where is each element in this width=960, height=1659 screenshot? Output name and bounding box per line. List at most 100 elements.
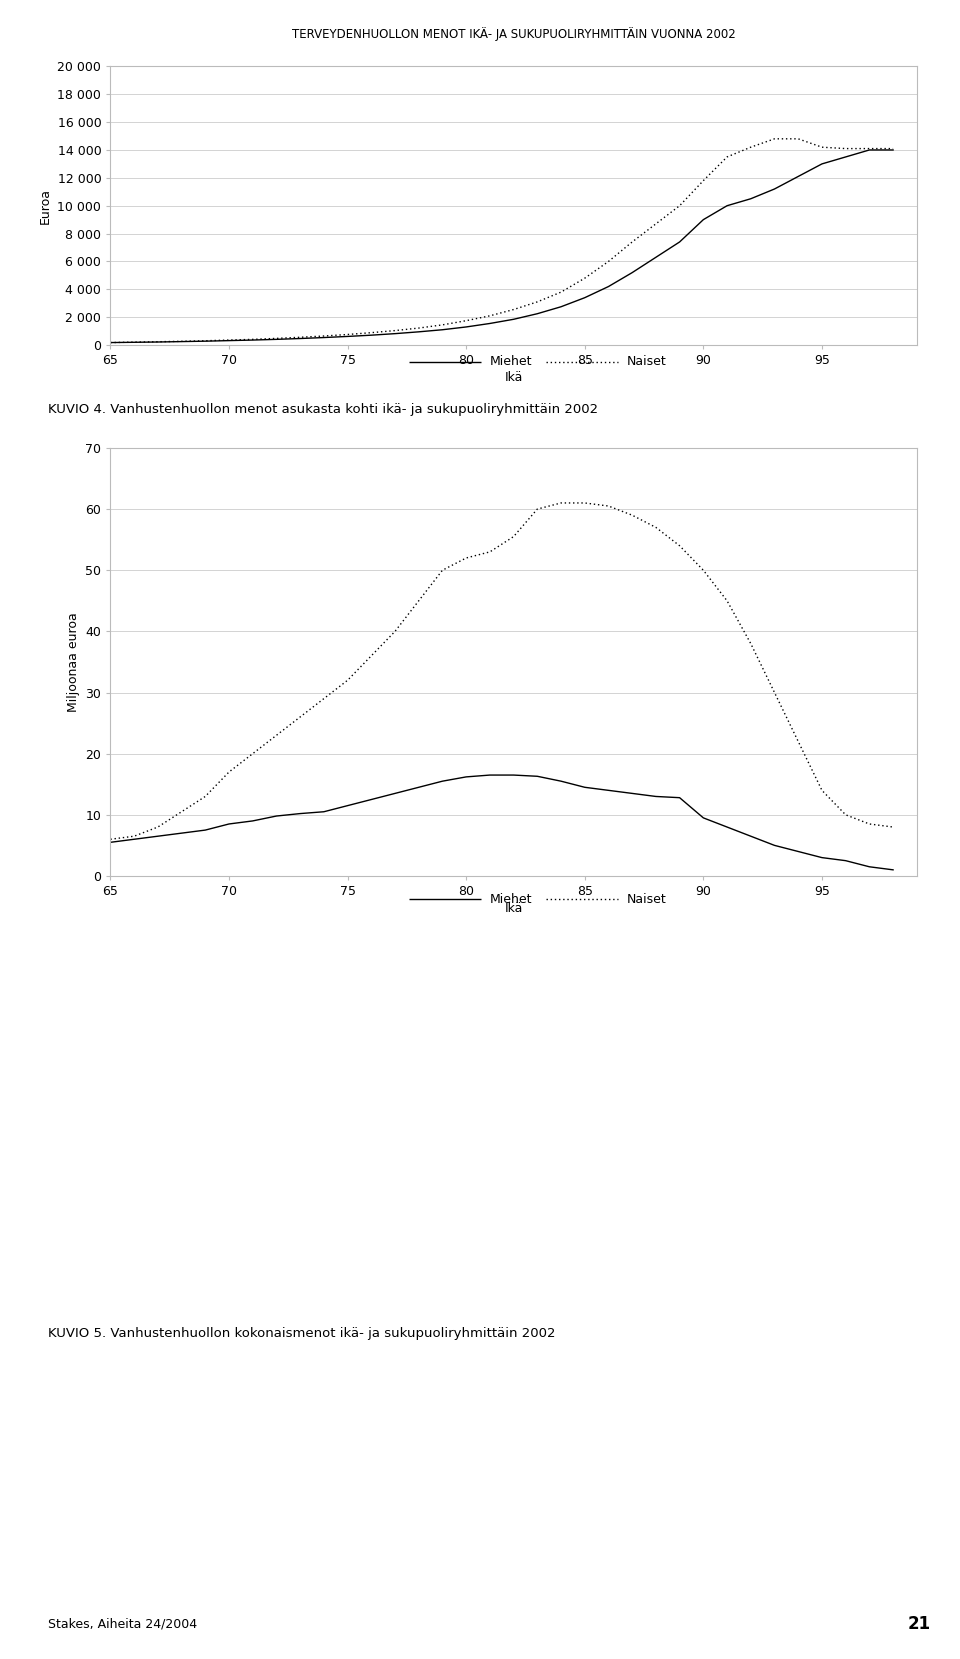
Text: KUVIO 4. Vanhustenhuollon menot asukasta kohti ikä- ja sukupuoliryhmittäin 2002: KUVIO 4. Vanhustenhuollon menot asukasta…	[48, 403, 598, 416]
Miehet	[389, 783, 400, 803]
Naiset	[461, 310, 472, 330]
Naiset	[318, 327, 329, 347]
Naiset	[721, 148, 732, 168]
Naiset	[840, 139, 852, 159]
Naiset	[437, 561, 448, 581]
Miehet	[389, 324, 400, 343]
Miehet	[603, 277, 614, 297]
Miehet	[342, 327, 353, 347]
Miehet	[508, 309, 519, 328]
Miehet	[484, 765, 495, 785]
Naiset	[698, 561, 709, 581]
Text: Stakes, Aiheita 24/2004: Stakes, Aiheita 24/2004	[48, 1618, 197, 1631]
Miehet	[745, 189, 756, 209]
Naiset	[792, 732, 804, 752]
Miehet	[769, 836, 780, 856]
Miehet	[745, 826, 756, 846]
Line: Naiset: Naiset	[110, 139, 893, 342]
Naiset	[840, 805, 852, 825]
Naiset	[247, 330, 258, 350]
Miehet	[769, 179, 780, 199]
Text: Naiset: Naiset	[627, 893, 666, 906]
Naiset	[508, 526, 519, 546]
Naiset	[176, 801, 187, 821]
Miehet	[224, 815, 235, 834]
Naiset	[532, 292, 543, 312]
Naiset	[366, 645, 377, 665]
Miehet	[461, 317, 472, 337]
Naiset	[532, 499, 543, 519]
Miehet	[627, 262, 638, 282]
Naiset	[200, 330, 211, 350]
Naiset	[389, 320, 400, 340]
Naiset	[650, 214, 661, 234]
Miehet	[698, 808, 709, 828]
Naiset	[271, 725, 282, 745]
Miehet	[816, 154, 828, 174]
Miehet	[271, 806, 282, 826]
Naiset	[674, 536, 685, 556]
Naiset	[555, 493, 566, 513]
Miehet	[271, 330, 282, 350]
Miehet	[532, 766, 543, 786]
Miehet	[461, 766, 472, 786]
Miehet	[152, 826, 163, 846]
Naiset	[674, 196, 685, 216]
Naiset	[461, 547, 472, 567]
Miehet	[318, 801, 329, 821]
Naiset	[698, 171, 709, 191]
Miehet	[295, 803, 306, 823]
Miehet	[555, 297, 566, 317]
Naiset	[792, 129, 804, 149]
Naiset	[555, 282, 566, 302]
Y-axis label: Euroa: Euroa	[39, 187, 52, 224]
Naiset	[769, 129, 780, 149]
Text: Miehet: Miehet	[490, 355, 532, 368]
Naiset	[864, 815, 876, 834]
Naiset	[413, 319, 424, 338]
Naiset	[627, 506, 638, 526]
Naiset	[650, 518, 661, 538]
Text: KUVIO 5. Vanhustenhuollon kokonaismenot ikä- ja sukupuoliryhmittäin 2002: KUVIO 5. Vanhustenhuollon kokonaismenot …	[48, 1327, 556, 1340]
Miehet	[887, 859, 899, 879]
X-axis label: Ikä: Ikä	[504, 902, 523, 916]
Naiset	[437, 315, 448, 335]
Naiset	[224, 330, 235, 350]
Naiset	[484, 542, 495, 562]
Naiset	[627, 232, 638, 252]
Naiset	[603, 252, 614, 272]
Miehet	[342, 796, 353, 816]
Naiset	[342, 325, 353, 345]
Miehet	[366, 325, 377, 345]
Miehet	[413, 778, 424, 798]
Naiset	[413, 591, 424, 611]
Naiset	[105, 830, 116, 849]
Naiset	[508, 300, 519, 320]
Miehet	[792, 841, 804, 861]
Miehet	[650, 786, 661, 806]
Miehet	[674, 232, 685, 252]
Miehet	[105, 833, 116, 853]
Naiset	[129, 826, 140, 846]
Miehet	[366, 790, 377, 810]
Naiset	[105, 332, 116, 352]
Miehet	[413, 322, 424, 342]
Text: Naiset: Naiset	[627, 355, 666, 368]
X-axis label: Ikä: Ikä	[504, 372, 523, 385]
Naiset	[152, 818, 163, 838]
Miehet	[247, 330, 258, 350]
Miehet	[484, 314, 495, 333]
Naiset	[200, 786, 211, 806]
Line: Miehet: Miehet	[110, 149, 893, 342]
Y-axis label: Miljoonaa euroa: Miljoonaa euroa	[67, 612, 80, 712]
Naiset	[816, 780, 828, 800]
Miehet	[318, 327, 329, 347]
Text: TERVEYDENHUOLLON MENOT IKÄ- JA SUKUPUOLIRYHMITTÄIN VUONNA 2002: TERVEYDENHUOLLON MENOT IKÄ- JA SUKUPUOLI…	[292, 27, 735, 41]
Miehet	[721, 196, 732, 216]
Line: Miehet: Miehet	[110, 775, 893, 869]
Miehet	[532, 304, 543, 324]
Naiset	[484, 305, 495, 325]
Miehet	[437, 320, 448, 340]
Text: 21: 21	[908, 1616, 931, 1632]
Naiset	[816, 138, 828, 158]
